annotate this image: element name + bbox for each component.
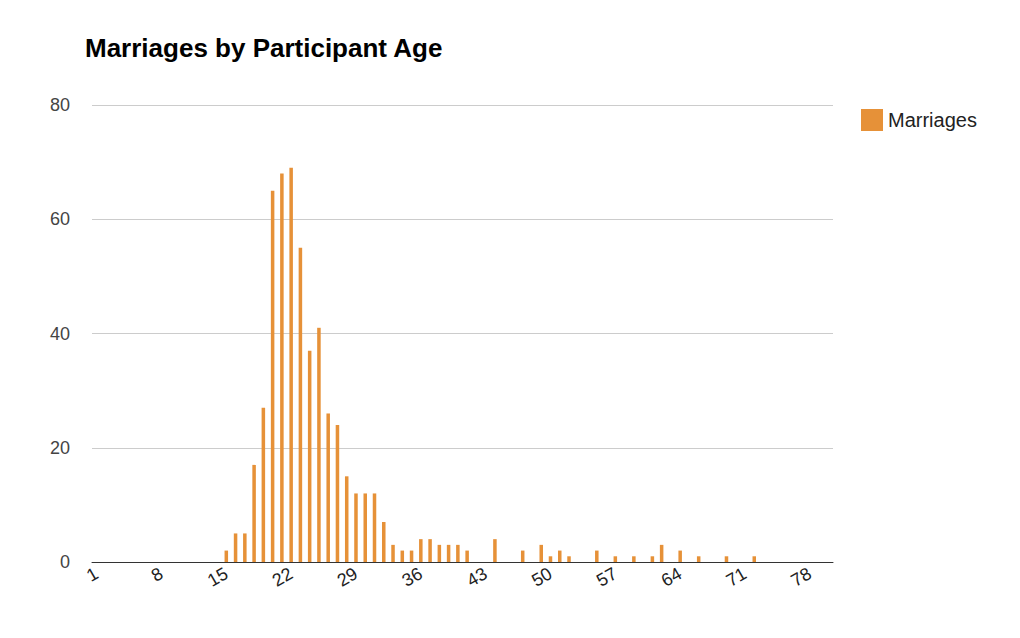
svg-text:20: 20 bbox=[50, 438, 70, 458]
svg-text:29: 29 bbox=[334, 563, 361, 590]
svg-text:40: 40 bbox=[50, 324, 70, 344]
svg-text:50: 50 bbox=[528, 563, 555, 590]
svg-text:78: 78 bbox=[788, 563, 815, 590]
svg-text:0: 0 bbox=[60, 552, 70, 572]
svg-text:8: 8 bbox=[148, 563, 167, 585]
svg-text:57: 57 bbox=[593, 563, 620, 590]
svg-text:64: 64 bbox=[658, 563, 685, 590]
svg-text:43: 43 bbox=[463, 563, 490, 590]
svg-text:60: 60 bbox=[50, 209, 70, 229]
svg-text:71: 71 bbox=[723, 563, 750, 590]
svg-text:80: 80 bbox=[50, 95, 70, 115]
svg-text:Marriages by Participant Age: Marriages by Participant Age bbox=[85, 33, 442, 63]
svg-text:36: 36 bbox=[398, 563, 425, 590]
svg-text:1: 1 bbox=[83, 563, 102, 585]
svg-text:22: 22 bbox=[269, 563, 296, 590]
svg-text:Marriages: Marriages bbox=[888, 109, 977, 131]
svg-text:15: 15 bbox=[204, 563, 231, 590]
